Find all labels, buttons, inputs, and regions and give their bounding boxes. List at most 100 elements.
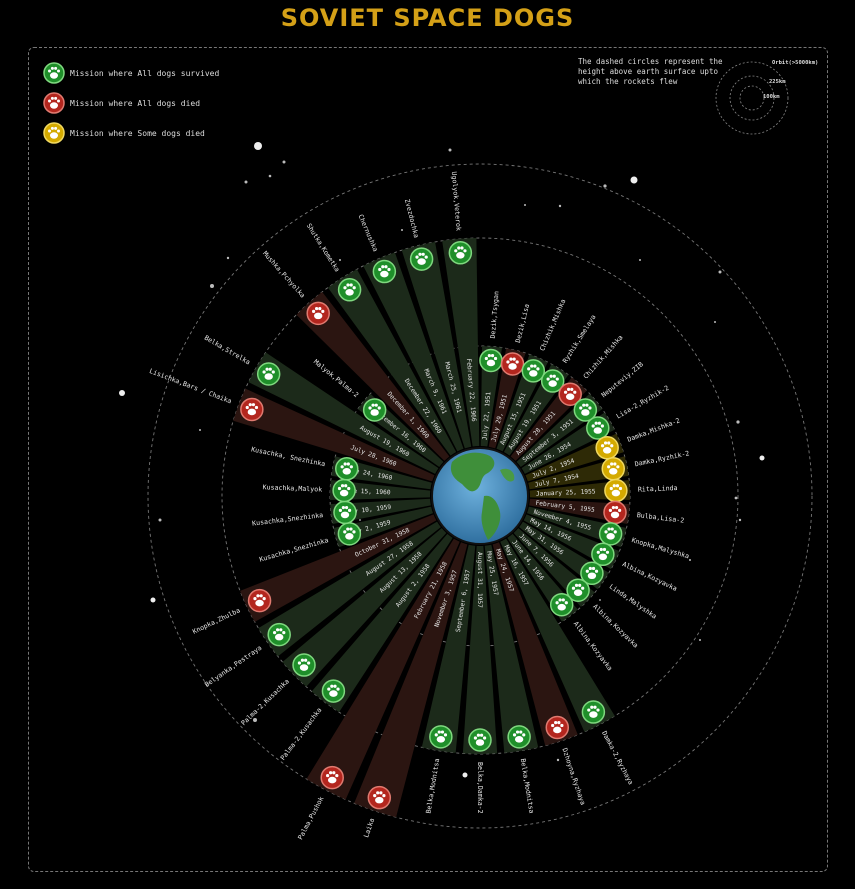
dog-names: Kusachka,Snezhinka — [252, 511, 324, 528]
dog-names: Kusachka,Malyok — [262, 483, 322, 493]
dog-names: Belyanka,Pestraya — [203, 644, 263, 689]
paw-print-icon — [591, 542, 615, 567]
paw-print-icon — [372, 259, 397, 284]
dog-names: Palma-2,Kusachka — [240, 677, 291, 727]
star — [734, 496, 738, 500]
dog-names: Knopka,Malyshka — [631, 536, 690, 560]
star — [714, 321, 716, 323]
paw-print-icon — [247, 588, 272, 613]
star — [558, 204, 562, 208]
dog-names: Kusachka, Snezhinka — [250, 445, 326, 468]
mission-date: January 25, 1955 — [536, 488, 596, 497]
star — [268, 174, 272, 178]
dog-names: Bulba,Lisa-2 — [636, 511, 684, 525]
star-field — [119, 142, 765, 778]
paw-print-icon — [240, 397, 264, 422]
mission-wedge — [306, 538, 460, 800]
paw-print-icon — [603, 500, 627, 525]
paw-print-icon — [507, 725, 531, 749]
paw-print-icon — [337, 522, 362, 546]
paw-print-icon — [429, 725, 453, 749]
paw-print-icon — [334, 457, 359, 481]
dog-names: Palma-2,Kusachka — [279, 706, 324, 762]
mission-wedge — [492, 542, 578, 746]
star — [254, 142, 262, 150]
paw-print-icon — [549, 592, 574, 617]
mission-wedge — [240, 514, 437, 622]
star — [359, 519, 361, 521]
paw-print-icon — [586, 416, 610, 440]
mission-wedge — [442, 238, 480, 447]
star — [282, 160, 286, 164]
paw-print-icon — [292, 653, 316, 677]
paw-print-icon — [558, 382, 582, 406]
altitude-ring — [147, 163, 813, 829]
mission-wedge — [248, 352, 439, 474]
mission-date: August 31, 1957 — [476, 552, 483, 608]
paw-print-icon — [598, 522, 623, 546]
star — [448, 148, 452, 152]
star — [339, 259, 341, 261]
dog-names: Knopka,Zhulba — [191, 606, 241, 635]
dog-names: Belka,Modnitsa — [519, 758, 536, 814]
orbit-key-middle: 225km — [769, 79, 786, 85]
mission-wedge — [484, 544, 539, 753]
mission-wedge — [282, 528, 447, 687]
legend-survived: Mission where All dogs survived — [42, 61, 219, 85]
star — [599, 599, 601, 601]
legend-label: Mission where All dogs survived — [70, 68, 220, 78]
paw-print-icon — [521, 359, 546, 383]
paw-print-icon — [500, 352, 525, 376]
star — [253, 718, 257, 722]
mission-date: July 22, 1951 — [482, 391, 493, 440]
star — [738, 518, 742, 522]
dog-names: Lisichka,Bars / Chaika — [148, 367, 233, 405]
mission-wedge — [354, 542, 468, 818]
dog-names: Albina,Kozyavka — [591, 603, 640, 650]
mission-wedge — [462, 545, 498, 754]
dog-names: Lisa-2,Ryzhik-2 — [615, 384, 671, 421]
dog-names: Chizhik,Mishka — [582, 333, 625, 380]
dog-names: Chernushka — [356, 213, 379, 253]
dog-names: Linda,Malyshka — [608, 582, 658, 620]
dog-names: Laika — [362, 817, 376, 838]
dog-names: Albina,Kozyavka — [621, 560, 678, 593]
orbit-key: Orbit(>5000km) 225km 100km — [715, 60, 818, 135]
paw-print-icon — [333, 500, 357, 525]
paw-print-icon — [409, 247, 434, 271]
star — [759, 455, 765, 461]
star — [150, 597, 156, 603]
paw-print-icon — [601, 457, 626, 481]
legend-label: Mission where Some dogs died — [70, 128, 205, 138]
mission-date: June 15, 1960 — [342, 487, 391, 496]
paw-print-icon — [362, 398, 387, 422]
paw-print-icon — [573, 398, 598, 422]
paw-print-icon — [479, 348, 503, 373]
dog-names: Belka,Damka-2 — [476, 762, 484, 814]
paw-print-icon — [604, 478, 628, 503]
star — [603, 184, 607, 188]
paw-print-icon — [43, 122, 65, 144]
mission-wedge — [330, 480, 431, 500]
paw-print-icon — [468, 728, 492, 752]
legend-some: Mission where Some dogs died — [42, 121, 205, 145]
dog-names: Damka-2,Ryzhaya — [600, 730, 635, 786]
outcome-badges — [240, 241, 628, 810]
star — [244, 180, 248, 184]
paw-print-icon — [332, 478, 356, 503]
mission-wedge — [296, 291, 450, 461]
paw-print-icon — [448, 241, 473, 265]
dog-names: Palma,Pushok — [296, 795, 325, 841]
dog-names: Ryzhik,Smelaya — [561, 313, 597, 364]
dog-names: Neputeviy,ZIB — [600, 360, 645, 399]
paw-print-icon — [267, 622, 291, 647]
dog-names: Mushka,Pchyolka — [261, 250, 306, 300]
star — [158, 518, 162, 522]
paw-print-icon — [581, 700, 606, 724]
star — [689, 559, 691, 561]
mission-wedge — [233, 388, 435, 482]
star — [210, 284, 214, 288]
paw-print-icon — [320, 765, 344, 790]
paw-print-icon — [337, 278, 362, 302]
